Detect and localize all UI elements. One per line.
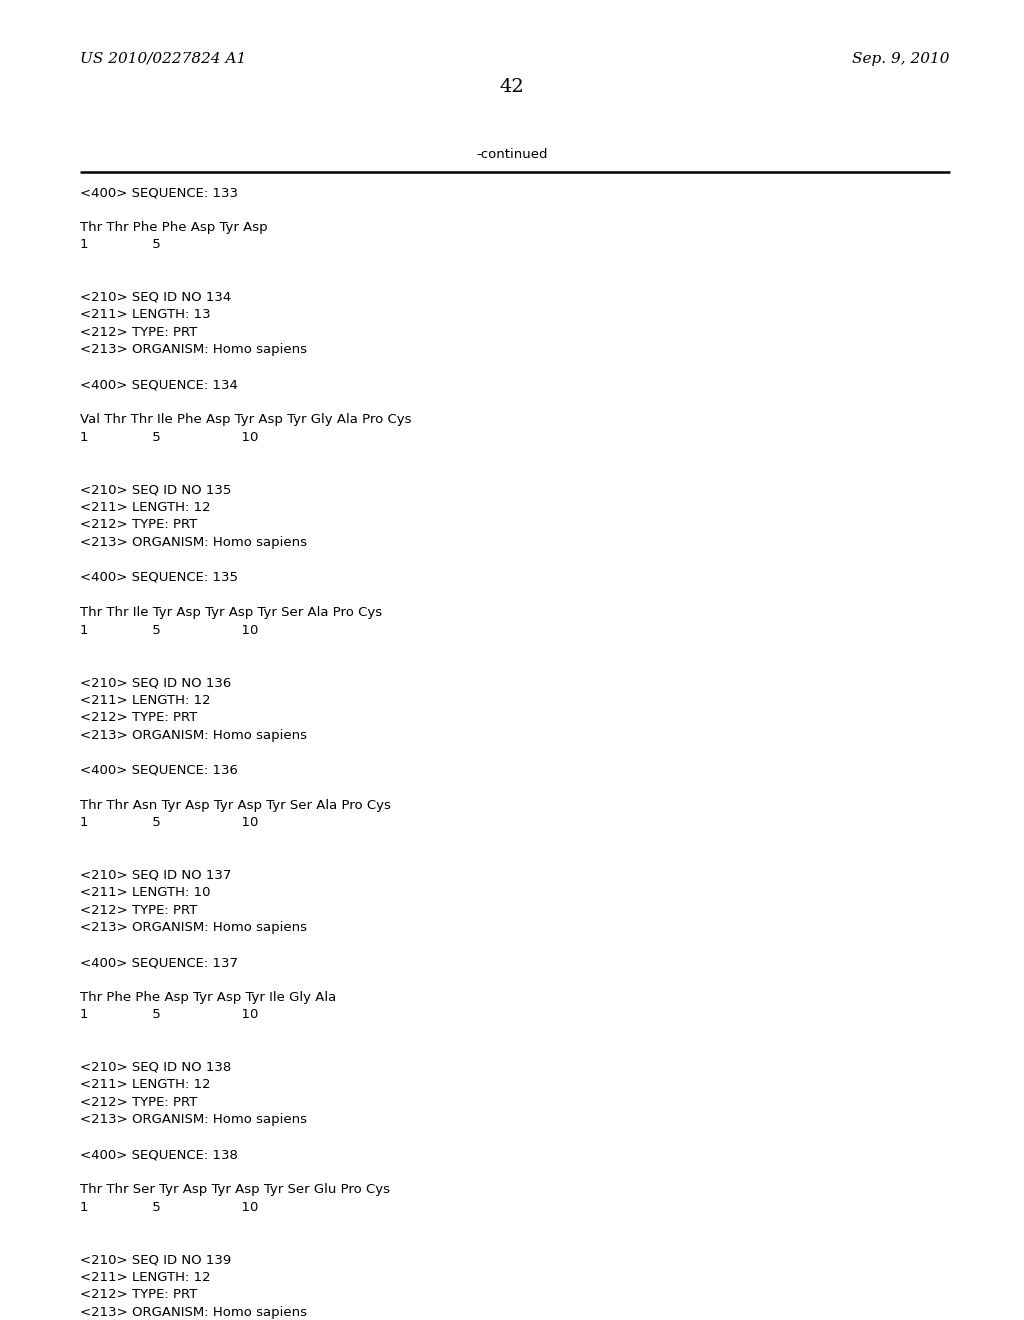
Text: -continued: -continued xyxy=(476,148,548,161)
Text: <212> TYPE: PRT: <212> TYPE: PRT xyxy=(80,1288,198,1302)
Text: Thr Thr Ile Tyr Asp Tyr Asp Tyr Ser Ala Pro Cys: Thr Thr Ile Tyr Asp Tyr Asp Tyr Ser Ala … xyxy=(80,606,382,619)
Text: <213> ORGANISM: Homo sapiens: <213> ORGANISM: Homo sapiens xyxy=(80,921,307,935)
Text: <213> ORGANISM: Homo sapiens: <213> ORGANISM: Homo sapiens xyxy=(80,1114,307,1126)
Text: Thr Thr Phe Phe Asp Tyr Asp: Thr Thr Phe Phe Asp Tyr Asp xyxy=(80,220,267,234)
Text: Sep. 9, 2010: Sep. 9, 2010 xyxy=(853,51,950,66)
Text: <400> SEQUENCE: 133: <400> SEQUENCE: 133 xyxy=(80,186,238,199)
Text: 1               5                   10: 1 5 10 xyxy=(80,623,258,636)
Text: <213> ORGANISM: Homo sapiens: <213> ORGANISM: Homo sapiens xyxy=(80,536,307,549)
Text: <400> SEQUENCE: 138: <400> SEQUENCE: 138 xyxy=(80,1148,238,1162)
Text: <212> TYPE: PRT: <212> TYPE: PRT xyxy=(80,519,198,532)
Text: Val Thr Thr Ile Phe Asp Tyr Asp Tyr Gly Ala Pro Cys: Val Thr Thr Ile Phe Asp Tyr Asp Tyr Gly … xyxy=(80,413,412,426)
Text: 42: 42 xyxy=(500,78,524,96)
Text: <400> SEQUENCE: 136: <400> SEQUENCE: 136 xyxy=(80,763,238,776)
Text: <212> TYPE: PRT: <212> TYPE: PRT xyxy=(80,903,198,916)
Text: US 2010/0227824 A1: US 2010/0227824 A1 xyxy=(80,51,246,66)
Text: <211> LENGTH: 12: <211> LENGTH: 12 xyxy=(80,693,211,706)
Text: 1               5                   10: 1 5 10 xyxy=(80,432,258,444)
Text: <210> SEQ ID NO 136: <210> SEQ ID NO 136 xyxy=(80,676,231,689)
Text: <213> ORGANISM: Homo sapiens: <213> ORGANISM: Homo sapiens xyxy=(80,1305,307,1319)
Text: <211> LENGTH: 12: <211> LENGTH: 12 xyxy=(80,502,211,513)
Text: <211> LENGTH: 12: <211> LENGTH: 12 xyxy=(80,1271,211,1284)
Text: Thr Thr Ser Tyr Asp Tyr Asp Tyr Ser Glu Pro Cys: Thr Thr Ser Tyr Asp Tyr Asp Tyr Ser Glu … xyxy=(80,1184,390,1196)
Text: <210> SEQ ID NO 139: <210> SEQ ID NO 139 xyxy=(80,1254,231,1266)
Text: <213> ORGANISM: Homo sapiens: <213> ORGANISM: Homo sapiens xyxy=(80,729,307,742)
Text: <210> SEQ ID NO 135: <210> SEQ ID NO 135 xyxy=(80,483,231,496)
Text: 1               5                   10: 1 5 10 xyxy=(80,1008,258,1022)
Text: <400> SEQUENCE: 134: <400> SEQUENCE: 134 xyxy=(80,379,238,392)
Text: 1               5                   10: 1 5 10 xyxy=(80,816,258,829)
Text: <212> TYPE: PRT: <212> TYPE: PRT xyxy=(80,1096,198,1109)
Text: <210> SEQ ID NO 138: <210> SEQ ID NO 138 xyxy=(80,1061,231,1074)
Text: <400> SEQUENCE: 137: <400> SEQUENCE: 137 xyxy=(80,956,238,969)
Text: <210> SEQ ID NO 134: <210> SEQ ID NO 134 xyxy=(80,290,231,304)
Text: 1               5                   10: 1 5 10 xyxy=(80,1201,258,1214)
Text: <212> TYPE: PRT: <212> TYPE: PRT xyxy=(80,326,198,339)
Text: <210> SEQ ID NO 137: <210> SEQ ID NO 137 xyxy=(80,869,231,882)
Text: <400> SEQUENCE: 135: <400> SEQUENCE: 135 xyxy=(80,572,238,583)
Text: 1               5: 1 5 xyxy=(80,239,161,252)
Text: <211> LENGTH: 10: <211> LENGTH: 10 xyxy=(80,886,211,899)
Text: <212> TYPE: PRT: <212> TYPE: PRT xyxy=(80,711,198,723)
Text: <211> LENGTH: 12: <211> LENGTH: 12 xyxy=(80,1078,211,1092)
Text: <211> LENGTH: 13: <211> LENGTH: 13 xyxy=(80,309,211,322)
Text: Thr Phe Phe Asp Tyr Asp Tyr Ile Gly Ala: Thr Phe Phe Asp Tyr Asp Tyr Ile Gly Ala xyxy=(80,991,336,1005)
Text: <213> ORGANISM: Homo sapiens: <213> ORGANISM: Homo sapiens xyxy=(80,343,307,356)
Text: Thr Thr Asn Tyr Asp Tyr Asp Tyr Ser Ala Pro Cys: Thr Thr Asn Tyr Asp Tyr Asp Tyr Ser Ala … xyxy=(80,799,391,812)
